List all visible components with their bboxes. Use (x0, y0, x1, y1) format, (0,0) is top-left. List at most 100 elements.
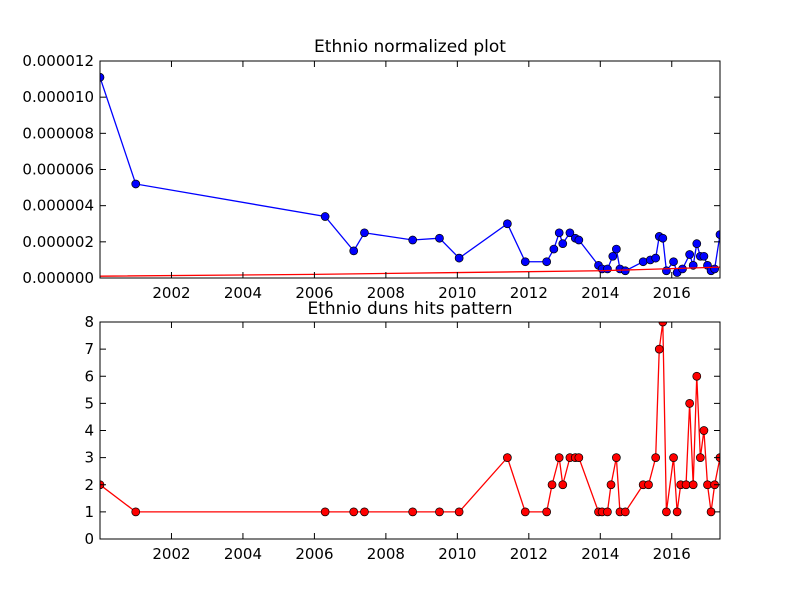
data-point (603, 264, 612, 274)
data-point (620, 266, 630, 276)
y-tick-label: 0.000000 (22, 269, 94, 287)
x-axis: 2002 2004 2006 2008 2010 2012 2014 2016 (152, 322, 691, 563)
y-tick-label: 8 (84, 313, 94, 331)
x-tick-label: 2012 (510, 545, 548, 563)
data-point (565, 228, 575, 238)
data-point (574, 235, 584, 245)
data-point (542, 507, 552, 517)
plot-area (99, 60, 721, 279)
data-point (320, 212, 330, 221)
data-point (131, 507, 141, 517)
data-point (549, 244, 559, 254)
data-point (542, 257, 552, 267)
data-point (644, 480, 653, 490)
data-point (620, 507, 630, 517)
data-point (662, 507, 671, 517)
data-point (435, 507, 444, 517)
y-tick-label: 1 (84, 503, 94, 521)
data-point (672, 507, 682, 517)
data-point (547, 480, 557, 490)
y-tick-label: 7 (84, 340, 94, 358)
data-point (503, 453, 512, 462)
x-tick-label: 2004 (224, 284, 262, 302)
data-point (454, 253, 464, 263)
data-point (658, 233, 668, 243)
data-point (692, 371, 702, 381)
data-point (662, 266, 671, 276)
data-point (651, 453, 661, 462)
data-point (669, 453, 678, 462)
series-layer (100, 72, 720, 277)
y-tick-label: 5 (84, 394, 94, 412)
data-point (612, 244, 621, 254)
x-tick-label: 2002 (152, 284, 190, 302)
data-point (454, 507, 464, 517)
data-point (320, 507, 330, 517)
x-tick-label: 2016 (653, 284, 691, 302)
data-point (685, 399, 694, 408)
y-tick-label: 0.000012 (22, 52, 94, 70)
x-tick-label: 2006 (295, 545, 333, 563)
data-point (603, 507, 612, 517)
data-point (520, 507, 530, 517)
x-tick-label: 2014 (581, 545, 619, 563)
y-tick-label: 2 (84, 476, 94, 494)
y-axis: 0.000000 0.000002 0.000004 0.000006 0.000008… (22, 52, 720, 287)
x-tick-label: 2014 (581, 284, 619, 302)
x-tick-label: 2002 (152, 545, 190, 563)
y-axis: 0 1 2 3 4 5 6 7 8 (84, 313, 720, 548)
data-point (658, 322, 668, 327)
data-point (558, 480, 568, 490)
data-point (408, 235, 418, 245)
chart-title: Ethnio duns hits pattern (308, 299, 513, 319)
data-point (699, 426, 709, 435)
data-point (503, 219, 512, 229)
chart-normalized: Ethnio normalized plot 0.0000000.0000020… (22, 37, 721, 302)
data-point (715, 230, 720, 239)
x-tick-label: 2006 (295, 284, 333, 302)
data-point (695, 453, 705, 462)
y-tick-label: 0.000004 (22, 197, 94, 215)
data-point (710, 264, 719, 274)
series-layer (100, 322, 720, 517)
data-point (638, 257, 648, 267)
data-point (360, 228, 369, 238)
data-point (131, 179, 141, 189)
data-point (520, 257, 530, 267)
x-tick-label: 2008 (367, 545, 405, 563)
x-tick-label: 2016 (653, 545, 691, 563)
x-tick-label: 2010 (438, 284, 476, 302)
data-point (408, 507, 418, 517)
data-point (688, 480, 698, 490)
data-point (349, 246, 359, 256)
data-point (654, 344, 664, 354)
data-point (360, 507, 369, 517)
x-axis: 2002 2004 2006 2008 2010 2012 2014 2016 (152, 61, 691, 302)
y-tick-label: 6 (84, 367, 94, 385)
data-point (558, 239, 568, 248)
y-tick-label: 0.000002 (22, 233, 94, 251)
x-tick-label: 2004 (224, 545, 262, 563)
data-point (554, 453, 564, 462)
data-point (554, 228, 564, 238)
data-point (685, 250, 694, 259)
y-tick-label: 0 (84, 530, 94, 548)
x-tick-label: 2012 (510, 284, 548, 302)
y-tick-label: 0.000008 (22, 124, 94, 142)
chart-title: Ethnio normalized plot (314, 37, 506, 57)
data-point (706, 507, 716, 517)
data-point (349, 507, 359, 517)
data-point (669, 257, 678, 267)
x-tick-label: 2008 (367, 284, 405, 302)
y-tick-label: 4 (84, 422, 94, 440)
data-point (612, 453, 621, 462)
y-tick-label: 0.000006 (22, 161, 94, 179)
data-point (435, 233, 444, 243)
data-point (699, 251, 709, 261)
data-point (692, 239, 702, 248)
x-tick-label: 2010 (438, 545, 476, 563)
data-point (606, 480, 616, 490)
data-point (608, 251, 618, 261)
